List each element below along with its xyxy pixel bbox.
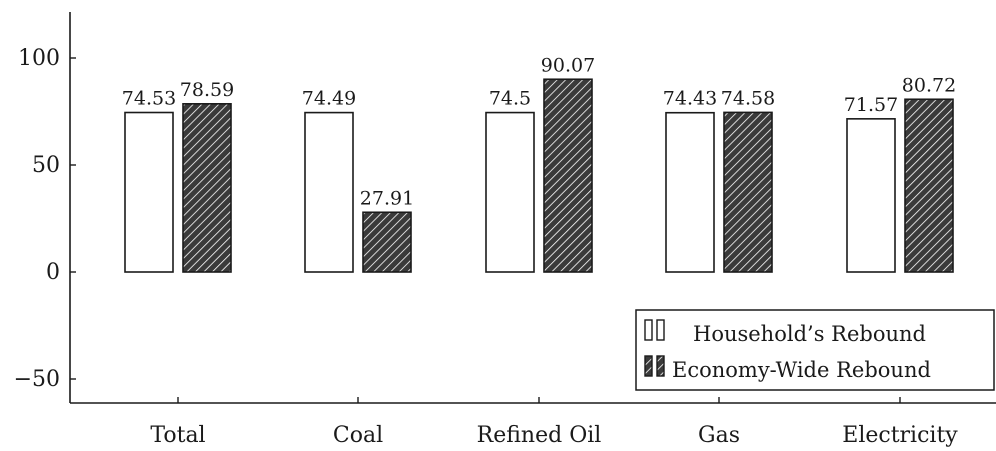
bar-household bbox=[124, 111, 174, 273]
legend-swatch-economy-2 bbox=[656, 355, 665, 377]
x-tick-label: Total bbox=[150, 423, 205, 448]
x-tick-label: Coal bbox=[333, 423, 383, 448]
data-label: 90.07 bbox=[541, 54, 595, 76]
data-label: 78.59 bbox=[180, 79, 234, 101]
bar-economy-wide bbox=[543, 78, 593, 273]
legend-swatch-household-1 bbox=[644, 319, 653, 341]
bar-economy-wide bbox=[723, 111, 773, 273]
y-tick-label: 50 bbox=[32, 153, 60, 178]
data-label: 74.5 bbox=[489, 88, 531, 110]
legend-label-household: Household’s Rebound bbox=[693, 322, 926, 346]
x-tick-label: Gas bbox=[698, 423, 740, 448]
bar-economy-wide bbox=[904, 98, 954, 273]
bars bbox=[124, 78, 954, 273]
data-label: 74.49 bbox=[302, 88, 356, 110]
bar-household bbox=[485, 111, 535, 273]
bar-household bbox=[304, 111, 354, 273]
data-label: 74.53 bbox=[122, 88, 176, 110]
x-tick-label: Electricity bbox=[842, 423, 958, 448]
y-tick-label: 0 bbox=[46, 260, 60, 285]
data-label: 71.57 bbox=[844, 94, 898, 116]
x-axis: Total Coal Refined Oil Gas Electricity bbox=[70, 397, 996, 448]
y-tick-label: −50 bbox=[14, 367, 60, 392]
bar-economy-wide bbox=[182, 103, 232, 273]
legend-box bbox=[635, 309, 995, 391]
legend-swatch-economy-1 bbox=[644, 355, 653, 377]
y-axis: −50 0 50 100 bbox=[14, 12, 76, 403]
bar-household bbox=[665, 111, 715, 273]
y-tick-label: 100 bbox=[18, 46, 60, 71]
data-label: 27.91 bbox=[360, 187, 414, 209]
data-labels: 74.53 74.49 74.5 74.43 71.57 78.59 27.91 90.07 7… bbox=[122, 54, 956, 209]
data-label: 74.43 bbox=[663, 88, 717, 110]
legend-swatch-household-2 bbox=[656, 319, 665, 341]
legend: Household’s Rebound Economy-Wide Rebound bbox=[635, 309, 995, 391]
x-tick-label: Refined Oil bbox=[477, 423, 602, 448]
bar-economy-wide bbox=[362, 211, 412, 273]
data-label: 80.72 bbox=[902, 74, 956, 96]
bar-household bbox=[846, 118, 896, 273]
legend-label-economy: Economy-Wide Rebound bbox=[672, 358, 931, 382]
data-label: 74.58 bbox=[721, 87, 775, 109]
